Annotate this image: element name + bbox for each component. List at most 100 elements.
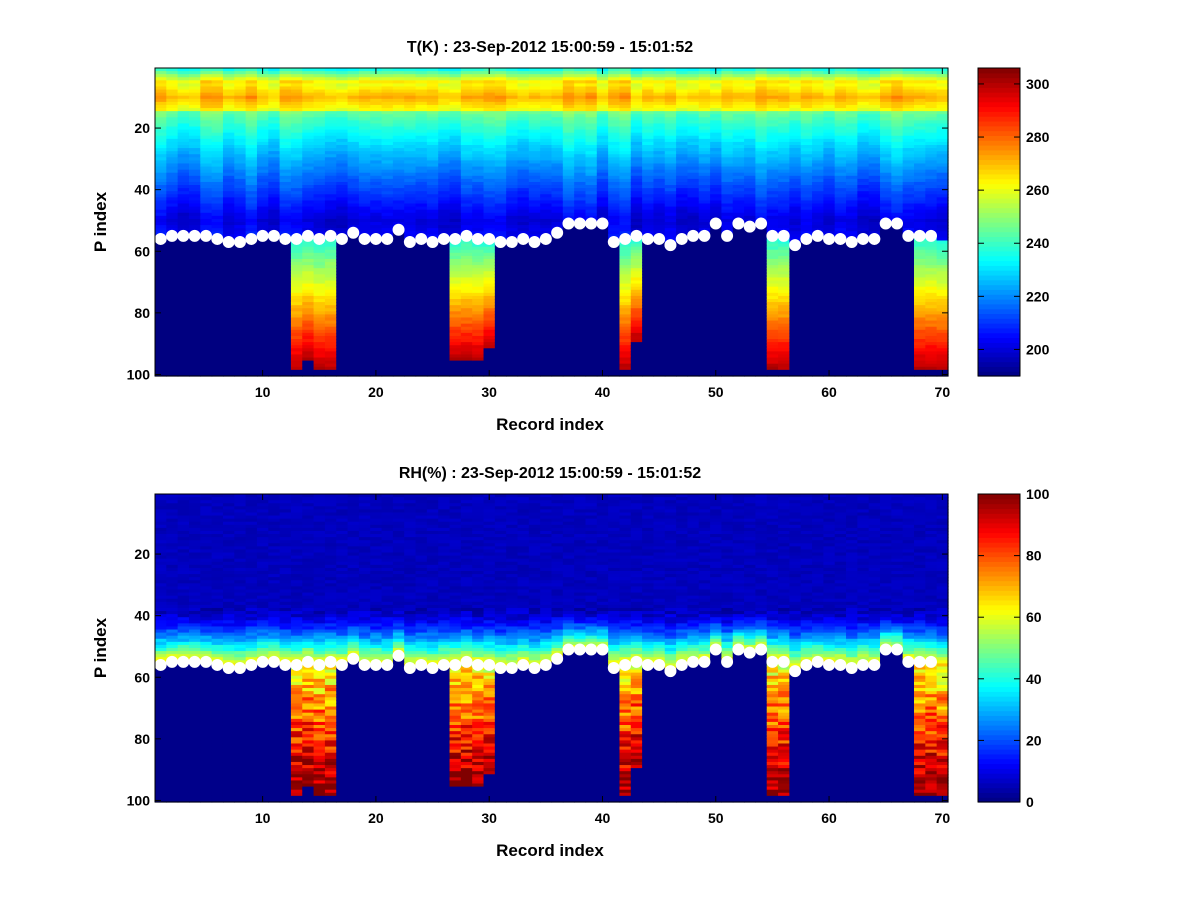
heatmap-cell [302,255,315,260]
heatmap-cell [177,80,190,84]
heatmap-cell [279,366,292,371]
heatmap-cell [166,292,179,297]
heatmap-cell [188,295,201,300]
heatmap-cell [279,280,292,285]
heatmap-cell [506,68,519,72]
heatmap-cell [483,339,496,343]
heatmap-cell [313,305,326,309]
heatmap-cell [234,95,247,100]
heatmap-cell [506,274,519,279]
heatmap-cell [177,360,190,365]
heatmap-cell [279,80,292,84]
heatmap-cell [540,354,553,359]
heatmap-cell [483,138,496,143]
heatmap-cell [234,138,247,143]
heatmap-cell [222,194,235,198]
heatmap-cell [381,311,394,315]
heatmap-cell [472,200,485,205]
heatmap-cell [222,169,235,174]
heatmap-cell [540,108,553,112]
heatmap-cell [177,98,190,103]
heatmap-cell [324,95,337,100]
heatmap-cell [200,178,213,183]
heatmap-cell [460,104,473,109]
heatmap-cell [494,194,507,198]
heatmap-cell [438,277,451,282]
heatmap-cell [268,240,281,245]
heatmap-cell [234,280,247,285]
heatmap-cell [324,258,337,263]
heatmap-cell [234,175,247,180]
heatmap-cell [358,225,371,229]
heatmap-cell [222,314,235,319]
heatmap-cell [426,95,439,100]
heatmap-cell [155,206,167,211]
heatmap-cell [426,354,439,359]
heatmap-cell [404,280,417,285]
heatmap-cell [506,372,519,377]
heatmap-cell [234,209,247,214]
heatmap-cell [222,212,235,217]
heatmap-cell [313,249,326,254]
heatmap-cell [551,104,564,109]
heatmap-cell [483,126,496,131]
heatmap-cell [358,68,371,72]
heatmap-cell [211,363,224,368]
heatmap-cell [370,360,383,365]
heatmap-cell [166,268,179,272]
heatmap-cell [256,191,269,195]
heatmap-cell [313,268,326,272]
heatmap-cell [404,369,417,374]
heatmap-cell [290,194,303,198]
heatmap-cell [494,357,507,362]
heatmap-cell [177,175,190,180]
heatmap-cell [517,280,530,285]
heatmap-cell [438,74,451,78]
heatmap-cell [155,86,167,91]
heatmap-cell [222,101,235,106]
heatmap-cell [188,181,201,186]
heatmap-cell [336,354,349,359]
heatmap-cell [540,194,553,198]
heatmap-cell [347,339,360,343]
heatmap-cell [494,203,507,208]
heatmap-cell [166,188,179,192]
heatmap-cell [313,160,326,165]
heatmap-cell [188,308,201,312]
heatmap-cell [472,225,485,229]
heatmap-cell [358,268,371,272]
heatmap-cell [313,68,326,72]
heatmap-cell [528,101,541,106]
heatmap-cell [211,366,224,371]
heatmap-cell [256,218,269,223]
heatmap-cell [426,329,439,334]
heatmap-cell [460,345,473,349]
heatmap-cell [268,345,281,349]
heatmap-cell [256,286,269,291]
heatmap-cell [528,141,541,146]
heatmap-cell [415,225,428,229]
heatmap-cell [392,360,405,365]
heatmap-cell [506,123,519,128]
heatmap-cell [290,154,303,158]
heatmap-cell [222,262,235,266]
heatmap-cell [404,255,417,260]
heatmap-cell [336,188,349,192]
heatmap-cell [392,323,405,328]
heatmap-cell [166,71,179,75]
heatmap-cell [415,154,428,158]
heatmap-cell [449,163,462,168]
heatmap-cell [313,191,326,195]
heatmap-cell [177,292,190,297]
heatmap-cell [517,98,530,103]
heatmap-cell [290,68,303,72]
heatmap-cell [268,157,281,161]
heatmap-cell [381,74,394,78]
heatmap-cell [290,354,303,359]
heatmap-cell [404,372,417,377]
heatmap-cell [245,348,258,352]
heatmap-cell [517,323,530,328]
heatmap-cell [347,172,360,177]
heatmap-cell [324,148,337,152]
heatmap-cell [245,101,258,106]
